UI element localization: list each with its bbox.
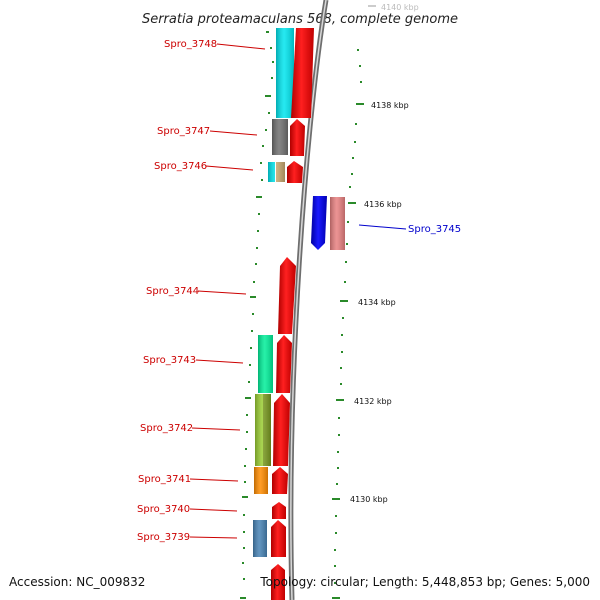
label-text-spro-3739: Spro_3739 — [137, 532, 190, 543]
label-spro-3739[interactable]: Spro_3739 — [137, 532, 238, 543]
label-text-spro-3742: Spro_3742 — [140, 423, 193, 434]
leader-line-spro-3740 — [189, 508, 238, 512]
scale-label-4130: 4130 kbp — [350, 495, 388, 504]
scale-label-4134: 4134 kbp — [358, 298, 396, 307]
leader-line-spro-3743 — [195, 359, 244, 364]
label-text-spro-3740: Spro_3740 — [137, 504, 190, 515]
label-spro-3745[interactable]: Spro_3745 — [358, 224, 461, 235]
label-spro-3744[interactable]: Spro_3744 — [146, 286, 247, 297]
cds-arrow-spro-3741 — [272, 467, 288, 494]
gene-spro-3743[interactable] — [258, 335, 292, 393]
gene-spro-3739[interactable] — [253, 520, 286, 557]
leader-line-spro-3739 — [189, 536, 238, 539]
label-spro-3743[interactable]: Spro_3743 — [143, 355, 244, 366]
map-title: Serratia proteamaculans 568, complete ge… — [142, 12, 458, 27]
gene-partial-bottom[interactable] — [271, 564, 285, 600]
cds-arrow-spro-3742 — [273, 394, 290, 466]
leader-line-spro-3742 — [191, 427, 241, 431]
label-text-spro-3746: Spro_3746 — [154, 161, 207, 172]
inner-tick-track — [240, 31, 274, 599]
gene-spro-3746[interactable] — [268, 161, 303, 183]
leader-line-spro-3744 — [197, 290, 247, 295]
label-text-spro-3745: Spro_3745 — [408, 224, 461, 235]
accession-text: Accession: NC_009832 — [9, 575, 145, 589]
cds-arrow-spro-3739 — [271, 520, 286, 557]
gene-spro-3745[interactable] — [311, 196, 345, 250]
label-text-spro-3741: Spro_3741 — [138, 474, 191, 485]
leader-line-spro-3747 — [209, 130, 258, 136]
scale-label-4136: 4136 kbp — [364, 200, 402, 209]
genome-backbone-highlight — [290, 0, 327, 600]
gene-spro-3747[interactable] — [272, 119, 305, 156]
label-spro-3740[interactable]: Spro_3740 — [137, 504, 238, 515]
cds-arrow-spro-3740 — [272, 502, 286, 519]
gene-spro-3741[interactable] — [254, 467, 288, 494]
scale-label-4138: 4138 kbp — [371, 101, 409, 110]
topology-text: Topology: circular; Length: 5,448,853 bp… — [259, 575, 590, 589]
gene-spro-3744[interactable] — [278, 257, 296, 334]
cds-arrow-spro-3745 — [311, 196, 327, 250]
scale-label-4140: 4140 kbp — [381, 3, 419, 12]
label-text-spro-3744: Spro_3744 — [146, 286, 199, 297]
label-text-spro-3747: Spro_3747 — [157, 126, 210, 137]
leader-line-spro-3745 — [358, 224, 407, 230]
cds-arrow-spro-3743 — [276, 335, 292, 393]
label-spro-3747[interactable]: Spro_3747 — [157, 126, 258, 137]
cds-arrow-spro-3748 — [291, 28, 314, 118]
scale-label-4132: 4132 kbp — [354, 397, 392, 406]
outer-tick-track — [332, 49, 364, 599]
label-text-spro-3743: Spro_3743 — [143, 355, 196, 366]
cds-arrow-spro-3747 — [290, 119, 305, 156]
cds-arrow-spro-3744 — [278, 257, 296, 334]
label-spro-3746[interactable]: Spro_3746 — [154, 161, 254, 172]
label-text-spro-3748: Spro_3748 — [164, 39, 217, 50]
gene-spro-3742[interactable] — [255, 394, 290, 466]
label-spro-3748[interactable]: Spro_3748 — [164, 39, 266, 50]
leader-line-spro-3748 — [216, 43, 266, 50]
gene-spro-3748[interactable] — [276, 28, 314, 118]
leader-line-spro-3746 — [205, 165, 254, 171]
gene-spro-3740[interactable] — [272, 502, 286, 519]
cds-arrow-partial-bottom — [271, 564, 285, 600]
cds-arrow-spro-3746 — [287, 161, 303, 183]
leader-line-spro-3741 — [189, 478, 239, 482]
label-spro-3741[interactable]: Spro_3741 — [138, 474, 239, 485]
label-spro-3742[interactable]: Spro_3742 — [140, 423, 241, 434]
